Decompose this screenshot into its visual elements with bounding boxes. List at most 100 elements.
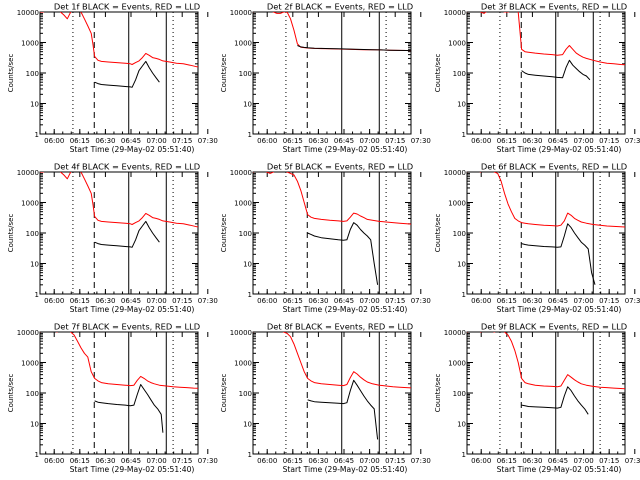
series-lld xyxy=(467,332,625,390)
x-tick-label: 06:30 xyxy=(308,137,328,145)
panel-5: Det 5f BLACK = Events, RED = LLD 1 10 100 10… xyxy=(220,162,431,315)
x-tick-label: 06:45 xyxy=(121,297,141,305)
y-tick-label: 10000 xyxy=(17,329,39,337)
y-axis-label: Counts/sec xyxy=(434,54,442,93)
y-tick-label: 1 xyxy=(35,291,39,299)
panel-title: Det 5f BLACK = Events, RED = LLD xyxy=(267,162,413,172)
y-tick-label: 10 xyxy=(30,421,39,429)
x-axis-label: Start Time (29-May-02 05:51:40) xyxy=(497,145,622,154)
panel-6: Det 6f BLACK = Events, RED = LLD 1 10 100 10… xyxy=(434,162,640,315)
panel-title: Det 1f BLACK = Events, RED = LLD xyxy=(54,2,200,12)
series-events xyxy=(297,45,411,52)
x-axis-label: Start Time (29-May-02 05:51:40) xyxy=(70,145,195,154)
x-axis-label: Start Time (29-May-02 05:51:40) xyxy=(497,465,622,474)
x-tick-label: 06:15 xyxy=(497,457,517,465)
x-tick-label: 07:30 xyxy=(411,297,431,305)
y-tick-label: 10000 xyxy=(17,169,39,177)
x-tick-label: 06:45 xyxy=(548,137,568,145)
panel-8: Det 8f BLACK = Events, RED = LLD 1 10 100 10… xyxy=(220,322,431,475)
y-tick-label: 10000 xyxy=(17,9,39,17)
x-tick-label: 06:00 xyxy=(257,457,277,465)
y-tick-label: 10000 xyxy=(444,169,466,177)
series-events xyxy=(94,384,164,433)
x-tick-label: 07:00 xyxy=(360,297,380,305)
y-axis-label: Counts/sec xyxy=(434,374,442,413)
x-tick-label: 06:15 xyxy=(70,137,90,145)
y-tick-label: 100 xyxy=(26,70,39,78)
x-tick-label: 06:30 xyxy=(308,457,328,465)
series-lld xyxy=(40,12,198,68)
x-tick-label: 07:15 xyxy=(172,137,192,145)
series-events xyxy=(94,220,160,248)
series-events xyxy=(521,223,596,285)
y-axis-label: Counts/sec xyxy=(220,54,228,93)
x-tick-label: 06:00 xyxy=(44,457,64,465)
y-tick-label: 1 xyxy=(35,451,39,459)
plot-frame xyxy=(466,171,626,295)
panel-2: Det 2f BLACK = Events, RED = LLD 1 10 100 10… xyxy=(220,2,431,155)
x-tick-label: 07:00 xyxy=(574,297,594,305)
x-tick-label: 06:15 xyxy=(283,297,303,305)
plot-frame xyxy=(39,171,199,295)
y-tick-label: 100 xyxy=(239,70,252,78)
x-axis-label: Start Time (29-May-02 05:51:40) xyxy=(70,465,195,474)
x-axis-label: Start Time (29-May-02 05:51:40) xyxy=(497,305,622,314)
series-group xyxy=(40,332,198,433)
x-tick-label: 06:15 xyxy=(497,297,517,305)
x-tick-label: 07:15 xyxy=(172,297,192,305)
y-axis-label: Counts/sec xyxy=(434,214,442,253)
x-tick-label: 07:15 xyxy=(385,137,405,145)
y-tick-label: 1 xyxy=(248,291,252,299)
y-tick-label: 1 xyxy=(248,131,252,139)
panel-title: Det 6f BLACK = Events, RED = LLD xyxy=(481,162,627,172)
series-group xyxy=(253,12,411,52)
y-tick-label: 10 xyxy=(457,421,466,429)
y-axis-label: Counts/sec xyxy=(7,374,15,413)
x-tick-label: 07:15 xyxy=(172,457,192,465)
x-tick-label: 06:15 xyxy=(283,457,303,465)
x-tick-label: 06:15 xyxy=(70,457,90,465)
y-tick-label: 10 xyxy=(30,261,39,269)
y-tick-label: 10000 xyxy=(444,329,466,337)
series-lld xyxy=(40,172,198,228)
panel-7: Det 7f BLACK = Events, RED = LLD 1 10 100 10… xyxy=(7,322,218,475)
y-tick-label: 1 xyxy=(462,131,466,139)
y-tick-label: 10 xyxy=(457,261,466,269)
x-tick-label: 07:30 xyxy=(198,297,218,305)
plot-frame xyxy=(466,331,626,455)
y-tick-label: 10000 xyxy=(230,9,252,17)
x-tick-label: 07:30 xyxy=(411,137,431,145)
x-tick-label: 07:00 xyxy=(147,137,167,145)
plot-frame xyxy=(252,331,412,455)
y-tick-label: 1 xyxy=(248,451,252,459)
series-lld xyxy=(253,12,411,52)
series-group xyxy=(253,172,411,285)
panel-title: Det 4f BLACK = Events, RED = LLD xyxy=(54,162,200,172)
x-axis-label: Start Time (29-May-02 05:51:40) xyxy=(283,305,408,314)
y-tick-label: 100 xyxy=(453,70,466,78)
series-lld xyxy=(40,332,198,389)
y-tick-label: 1000 xyxy=(21,200,39,208)
x-tick-label: 06:30 xyxy=(95,457,115,465)
x-axis-label: Start Time (29-May-02 05:51:40) xyxy=(70,305,195,314)
panel-title: Det 7f BLACK = Events, RED = LLD xyxy=(54,322,200,332)
series-events xyxy=(521,386,589,415)
y-tick-label: 10 xyxy=(457,101,466,109)
y-tick-label: 1000 xyxy=(448,200,466,208)
y-tick-label: 1000 xyxy=(21,360,39,368)
x-tick-label: 06:30 xyxy=(308,297,328,305)
series-group xyxy=(467,12,625,81)
y-tick-label: 1000 xyxy=(234,40,252,48)
y-tick-label: 10 xyxy=(243,261,252,269)
x-tick-label: 06:45 xyxy=(334,297,354,305)
plot-frame xyxy=(39,11,199,135)
y-tick-label: 10000 xyxy=(444,9,466,17)
series-group xyxy=(40,12,198,88)
x-tick-label: 07:30 xyxy=(198,137,218,145)
x-tick-label: 06:30 xyxy=(522,297,542,305)
series-lld xyxy=(253,332,411,389)
y-tick-label: 100 xyxy=(26,390,39,398)
x-tick-label: 07:00 xyxy=(147,297,167,305)
x-tick-label: 06:45 xyxy=(121,457,141,465)
y-tick-label: 10000 xyxy=(230,169,252,177)
